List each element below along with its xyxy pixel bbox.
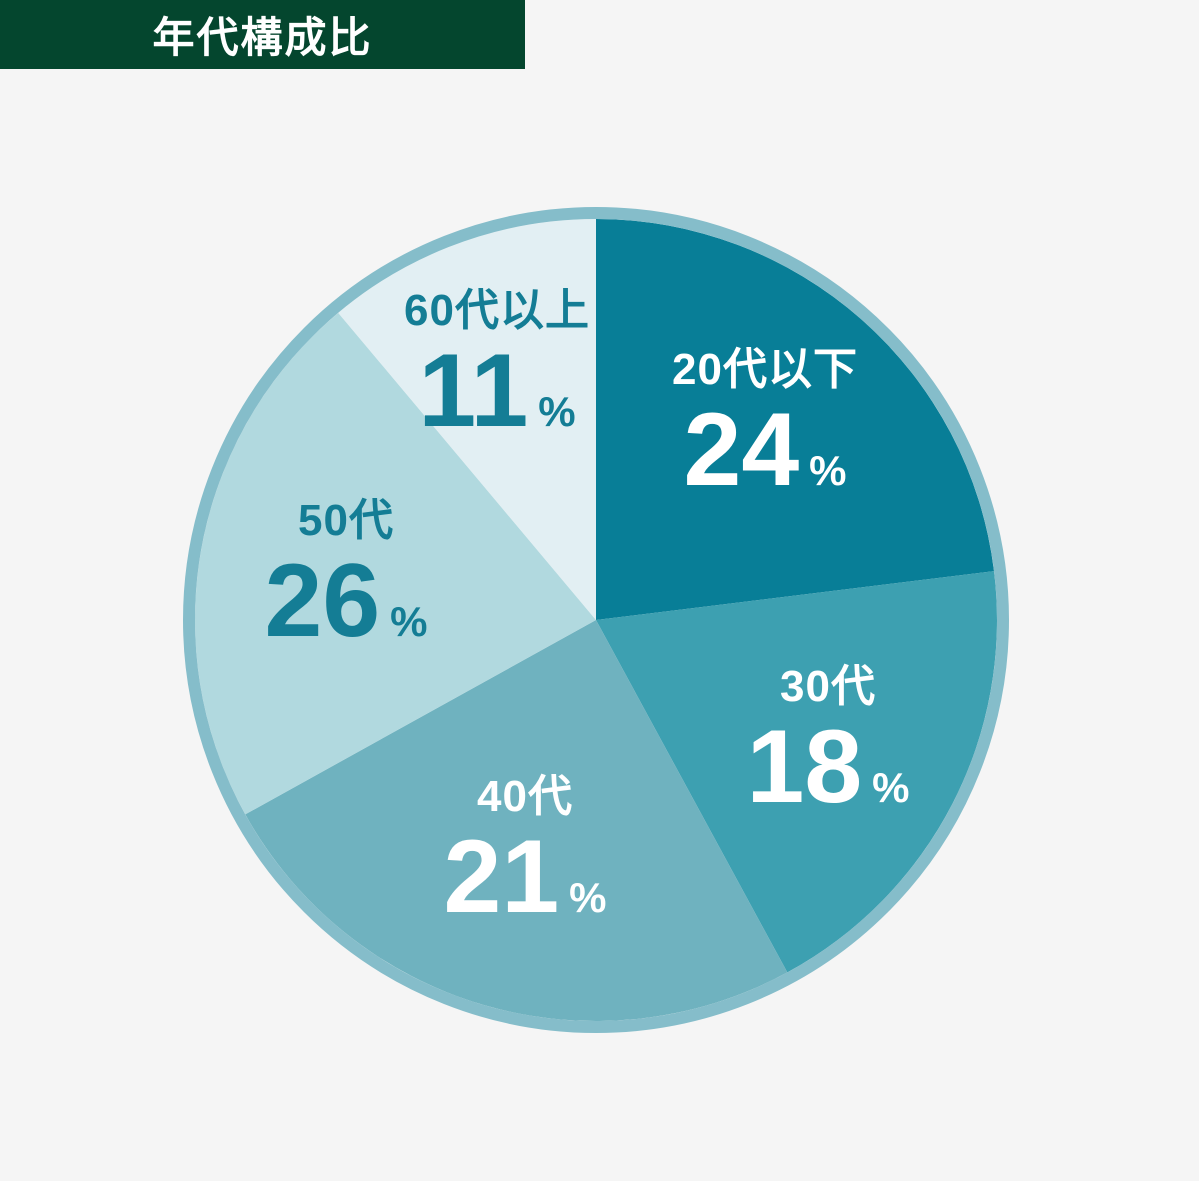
segment-name: 20代以下 — [672, 345, 858, 394]
segment-unit: % — [538, 388, 576, 436]
segment-value: 21 — [443, 819, 560, 936]
segment-unit: % — [569, 874, 607, 922]
segment-unit: % — [390, 598, 428, 646]
pie-label-40s: 40代 21 % — [443, 772, 607, 936]
segment-name: 30代 — [780, 662, 876, 711]
pie-slice-40s — [245, 620, 788, 1022]
page-title: 年代構成比 — [152, 14, 373, 61]
pie-slice-60s-over — [338, 219, 596, 620]
segment-name: 40代 — [477, 772, 573, 821]
pie-chart — [183, 207, 1009, 1033]
pie-chart-container — [183, 207, 1009, 1033]
segment-name: 60代以上 — [404, 286, 590, 335]
pie-label-50s: 50代 26 % — [264, 496, 428, 660]
segment-value: 26 — [264, 543, 381, 660]
segment-value: 18 — [746, 709, 863, 826]
pie-slice-30s — [596, 571, 997, 973]
pie-ring — [183, 207, 1009, 1033]
pie-slice-50s — [195, 312, 596, 815]
pie-label-20s-under: 20代以下 24 % — [672, 345, 858, 509]
page-title-bar: 年代構成比 — [0, 0, 525, 69]
pie-slice-20s-under — [596, 219, 995, 620]
segment-value: 24 — [683, 392, 800, 509]
segment-unit: % — [809, 447, 847, 495]
pie-label-30s: 30代 18 % — [746, 662, 910, 826]
segment-unit: % — [872, 764, 910, 812]
pie-label-60s-over: 60代以上 11 % — [404, 286, 590, 450]
segment-value: 11 — [418, 333, 529, 450]
segment-name: 50代 — [298, 496, 394, 545]
